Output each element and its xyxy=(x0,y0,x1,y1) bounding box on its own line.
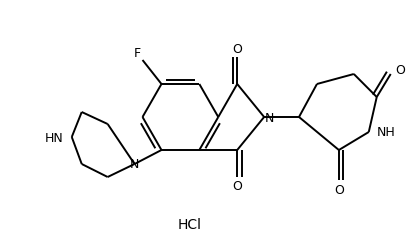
Text: N: N xyxy=(264,111,274,124)
Text: HN: HN xyxy=(45,131,64,144)
Text: O: O xyxy=(232,180,242,193)
Text: N: N xyxy=(130,158,139,171)
Text: O: O xyxy=(334,183,344,196)
Text: F: F xyxy=(134,46,141,59)
Text: O: O xyxy=(232,42,242,55)
Text: HCl: HCl xyxy=(177,217,202,231)
Text: NH: NH xyxy=(377,126,395,139)
Text: O: O xyxy=(396,63,406,76)
